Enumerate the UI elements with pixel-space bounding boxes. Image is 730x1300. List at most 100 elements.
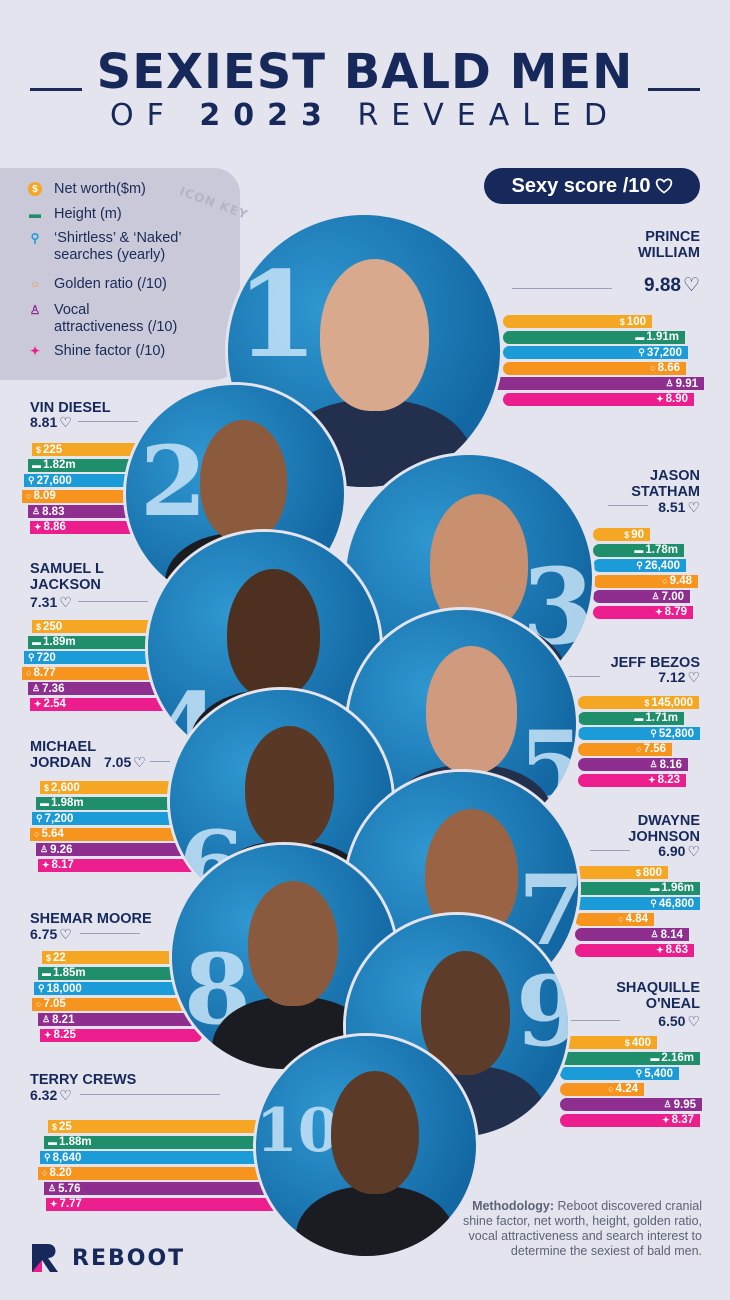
stat-value: 1.88m: [59, 1136, 92, 1148]
sexy-score: 7.31 ♡: [30, 594, 72, 611]
search-icon: ⚲: [36, 813, 43, 823]
stat-bar-searches: ⚲ 37,200: [503, 346, 688, 359]
brand-name: REBOOT: [72, 1245, 186, 1271]
stat-value: 8.63: [665, 944, 688, 956]
sexy-score: 9.88 ♡: [644, 274, 700, 297]
circle-icon: ○: [618, 914, 624, 924]
page-title: SEXIEST BALD MEN: [96, 44, 634, 100]
sexy-score-value: 7.12: [658, 669, 686, 685]
man-name-line: STATHAM: [631, 484, 700, 500]
stat-value: 8.16: [659, 758, 682, 771]
ruler-icon: ▬: [42, 968, 51, 978]
portrait-head: [425, 646, 517, 775]
stat-bar-golden: ○ 4.84: [575, 912, 654, 926]
microphone-icon: ♙: [649, 759, 658, 769]
man-name-line: JASON: [650, 468, 700, 484]
stat-value: 800: [642, 866, 662, 879]
sexy-score-value: 6.32: [30, 1087, 58, 1103]
sparkle-icon: ✦: [29, 343, 41, 358]
stat-value: 8.66: [657, 362, 680, 374]
ruler-icon: ▬: [650, 883, 660, 893]
stat-value: 8.17: [51, 859, 74, 871]
stat-bar-height: ▬ 1.78m: [593, 543, 684, 557]
stat-bar-searches: ⚲ 27,600: [24, 474, 156, 487]
stat-bar-shine: ✦ 8.86: [30, 520, 156, 534]
man-name-line: JORDAN: [30, 755, 92, 771]
man-name-line: VIN DIESEL: [30, 400, 111, 416]
dollar-coin-icon: $: [28, 182, 42, 196]
stat-bar-shine: ✦ 8.90: [503, 392, 694, 406]
heart-icon: ♡: [682, 275, 700, 296]
portrait-head: [429, 494, 529, 633]
stat-bar-searches: ⚲ 18,000: [34, 982, 202, 995]
stat-value: 2,600: [51, 781, 80, 794]
man-name: MICHAEL JORDAN: [30, 739, 96, 771]
man-name: VIN DIESEL: [30, 400, 111, 416]
stat-bar-vocal: ♙ 7.00: [593, 590, 690, 603]
stat-value: 1.82m: [43, 459, 76, 471]
heart-icon: ♡: [687, 843, 700, 859]
icon-key-text: Height (m): [54, 206, 122, 222]
sexy-score-value: 6.75: [30, 926, 58, 942]
portrait-head: [200, 419, 288, 542]
circle-icon: ○: [34, 829, 40, 839]
stat-bar-searches: ⚲ 7,200: [32, 812, 200, 825]
stat-bar-vocal: ♙ 5.76: [44, 1182, 286, 1195]
dollar-coin-icon: $: [624, 1037, 630, 1048]
reboot-logo: REBOOT: [30, 1242, 185, 1274]
sexy-score: 6.32 ♡: [30, 1087, 72, 1104]
sexy-score-value: 9.88: [643, 275, 681, 296]
stat-value: 7.36: [42, 682, 65, 695]
stat-value: 52,800: [658, 727, 694, 740]
stat-value: 9.91: [675, 377, 698, 390]
man-name-line: SAMUEL L: [30, 561, 104, 577]
circle-icon: ○: [26, 668, 32, 678]
stat-value: 22: [53, 951, 66, 964]
stat-value: 2.16m: [661, 1052, 694, 1064]
portrait-body: [295, 1185, 454, 1256]
circle-icon: ○: [650, 363, 656, 373]
leader-line: [590, 850, 630, 851]
dollar-coin-icon: $: [624, 529, 630, 540]
stat-value: 1.89m: [43, 636, 76, 648]
portrait-head: [226, 569, 320, 700]
stat-bar-height: ▬ 1.85m: [38, 966, 202, 980]
stat-value: 8.14: [660, 928, 683, 941]
sparkle-icon: ✦: [34, 698, 42, 709]
icon-key-text: Net worth($m): [54, 181, 146, 197]
stat-value: 8.86: [43, 521, 66, 533]
stat-bar-golden: ○ 9.48: [593, 574, 698, 588]
icon-key-panel: [0, 168, 240, 380]
stat-value: 90: [631, 528, 644, 541]
stat-value: 8.23: [657, 774, 680, 786]
sparkle-icon: ✦: [50, 1198, 58, 1209]
heart-icon: ♡: [59, 594, 72, 610]
icon-key-text: ‘Shirtless’ & ‘Naked’ searches (yearly): [54, 230, 182, 263]
search-icon: ⚲: [635, 1068, 643, 1078]
stat-bar-golden: ○ 5.64: [30, 827, 200, 841]
stat-value: 5.64: [41, 828, 64, 840]
man-name: SHAQUILLE O'NEAL: [616, 980, 700, 1012]
microphone-icon: ♙: [663, 1099, 672, 1109]
stat-value: 27,600: [36, 474, 72, 487]
icon-key-text: Shine factor (/10): [54, 343, 166, 359]
sexy-score: 8.51 ♡: [658, 499, 700, 516]
heart-icon: ♡: [687, 669, 700, 685]
circle-icon: ○: [662, 576, 668, 586]
stat-bar-height: ▬ 1.89m: [28, 635, 178, 649]
stat-value: 400: [631, 1036, 651, 1049]
stat-bar-networth: $400: [560, 1036, 657, 1049]
stat-value: 8.25: [53, 1029, 76, 1041]
circle-icon: ○: [42, 1168, 48, 1178]
sparkle-icon: ✦: [655, 606, 663, 617]
stat-bar-vocal: ♙ 7.36: [28, 682, 178, 695]
stat-bar-height: ▬ 1.88m: [44, 1135, 286, 1149]
heart-icon: ♡: [59, 926, 72, 942]
stat-value: 720: [36, 651, 56, 664]
stat-bar-shine: ✦ 2.54: [30, 697, 178, 711]
stat-bar-vocal: ♙ 8.21: [38, 1013, 202, 1026]
leader-line: [512, 288, 612, 289]
stat-bar-shine: ✦ 8.37: [560, 1113, 700, 1127]
stat-value: 7,200: [44, 812, 74, 825]
stat-bar-shine: ✦ 8.63: [575, 943, 694, 957]
